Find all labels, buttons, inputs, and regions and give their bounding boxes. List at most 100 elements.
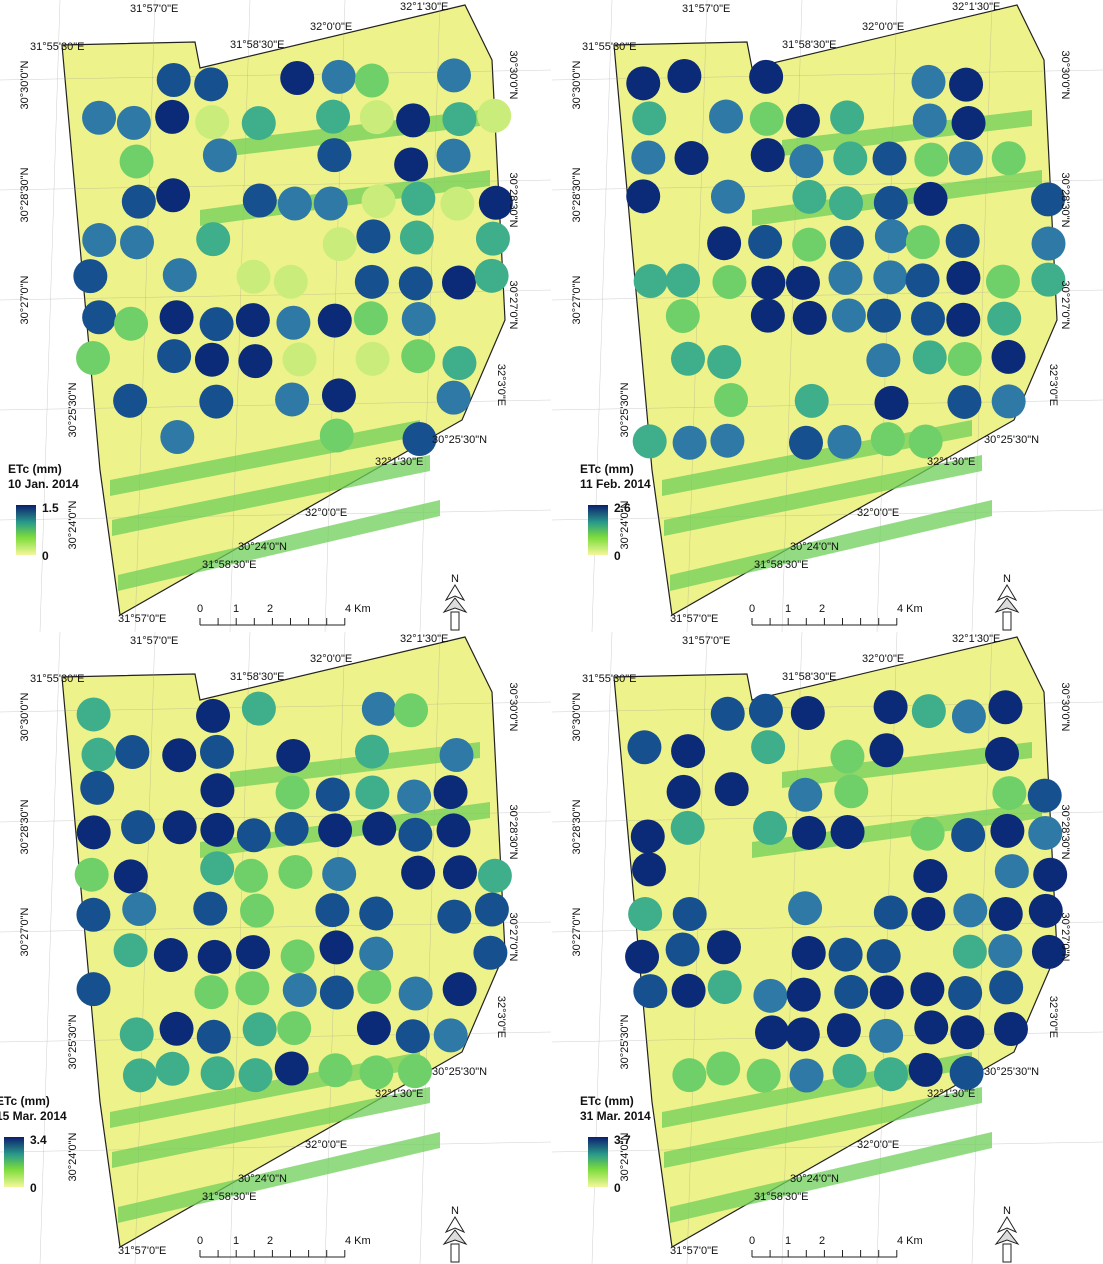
pivot-field	[750, 102, 784, 136]
pivot-field	[913, 859, 947, 893]
latitude-label: 30°27'0"N	[19, 907, 31, 956]
pivot-field	[830, 100, 864, 134]
map-panel: 31°55'30"E31°57'0"E31°58'30"E32°0'0"E32°…	[552, 632, 1103, 1264]
legend-ramp	[4, 1137, 24, 1187]
pivot-field	[791, 696, 825, 730]
pivot-field	[437, 900, 471, 934]
pivot-field	[362, 812, 396, 846]
latitude-label: 30°28'30"N	[571, 799, 583, 854]
grid-label: 30°25'30"N	[984, 434, 1039, 446]
north-arrow	[444, 1230, 466, 1244]
pivot-field	[278, 855, 312, 889]
latitude-label: 30°28'30"N	[19, 799, 31, 854]
north-label: N	[451, 1205, 459, 1217]
pivot-field	[947, 385, 981, 419]
north-arrow	[996, 1230, 1018, 1244]
pivot-field	[708, 970, 742, 1004]
pivot-field	[949, 68, 983, 102]
latitude-label: 32°3'0"E	[1047, 364, 1059, 406]
pivot-field	[443, 855, 477, 889]
pivot-field	[671, 811, 705, 845]
pivot-field	[80, 771, 114, 805]
pivot-field	[751, 730, 785, 764]
longitude-label: 31°58'30"E	[230, 39, 284, 51]
pivot-field	[196, 699, 230, 733]
latitude-label: 30°28'30"N	[507, 172, 519, 227]
pivot-field	[792, 816, 826, 850]
pivot-field	[320, 419, 354, 453]
pivot-field	[751, 266, 785, 300]
latitude-label: 30°28'30"N	[507, 804, 519, 859]
grid-label: 30°24'0"N	[790, 541, 839, 553]
pivot-field	[873, 260, 907, 294]
pivot-field	[909, 1053, 943, 1087]
graticule	[40, 632, 60, 1264]
pivot-field	[401, 856, 435, 890]
pivot-field	[283, 342, 317, 376]
pivot-field	[155, 100, 189, 134]
pivot-field	[988, 934, 1022, 968]
pivot-field	[234, 859, 268, 893]
latitude-label: 30°30'0"N	[507, 51, 519, 100]
latitude-label: 32°3'0"E	[495, 996, 507, 1038]
pivot-field	[833, 141, 867, 175]
pivot-field	[316, 778, 350, 812]
pivot-field	[952, 699, 986, 733]
scale-label: 0	[197, 1235, 203, 1247]
grid-label: 31°58'30"E	[202, 559, 256, 571]
pivot-field	[203, 138, 237, 172]
latitude-label: 32°3'0"E	[495, 364, 507, 406]
pivot-field	[442, 102, 476, 136]
pivot-field	[82, 101, 116, 135]
pivot-field	[317, 138, 351, 172]
pivot-field	[114, 933, 148, 967]
latitude-label: 30°27'0"N	[507, 281, 519, 330]
pivot-field	[831, 815, 865, 849]
pivot-field	[314, 186, 348, 220]
pivot-field	[397, 779, 431, 813]
graticule	[40, 0, 60, 632]
pivot-field	[399, 976, 433, 1010]
pivot-field	[442, 346, 476, 380]
latitude-label: 30°25'30"N	[67, 1014, 79, 1069]
grid-label: 30°24'0"N	[790, 1173, 839, 1185]
scale-label: 0	[749, 1235, 755, 1247]
legend-max: 3.4	[30, 1133, 47, 1147]
longitude-label: 32°0'0"E	[862, 653, 904, 665]
pivot-field	[633, 424, 667, 458]
pivot-field	[710, 424, 744, 458]
pivot-field	[195, 105, 229, 139]
latitude-label: 30°25'30"N	[619, 382, 631, 437]
grid-label: 32°1'30"E	[927, 456, 975, 468]
pivot-field	[319, 1053, 353, 1087]
legend-max: 1.5	[42, 501, 59, 515]
pivot-field	[634, 264, 668, 298]
pivot-field	[949, 141, 983, 175]
pivot-field	[200, 773, 234, 807]
pivot-field	[362, 692, 396, 726]
legend-ramp	[16, 505, 36, 555]
pivot-field	[633, 974, 667, 1008]
north-label: N	[451, 573, 459, 585]
pivot-field	[475, 259, 509, 293]
pivot-field	[81, 738, 115, 772]
legend-max: 3.7	[614, 1133, 631, 1147]
pivot-field	[706, 1051, 740, 1085]
latitude-label: 30°27'0"N	[571, 275, 583, 324]
pivot-field	[786, 266, 820, 300]
grid-label: 31°58'30"E	[754, 559, 808, 571]
latitude-label: 30°24'0"N	[67, 500, 79, 549]
pivot-field	[671, 734, 705, 768]
pivot-field	[236, 935, 270, 969]
pivot-field	[867, 299, 901, 333]
scale-label: 1	[785, 1235, 791, 1247]
pivot-field	[632, 101, 666, 135]
pivot-field	[953, 935, 987, 969]
pivot-field	[874, 896, 908, 930]
scale-label: 1	[785, 603, 791, 615]
latitude-label: 30°27'0"N	[571, 907, 583, 956]
pivot-field	[237, 818, 271, 852]
pivot-field	[866, 343, 900, 377]
pivot-field	[827, 1013, 861, 1047]
pivot-field	[914, 182, 948, 216]
